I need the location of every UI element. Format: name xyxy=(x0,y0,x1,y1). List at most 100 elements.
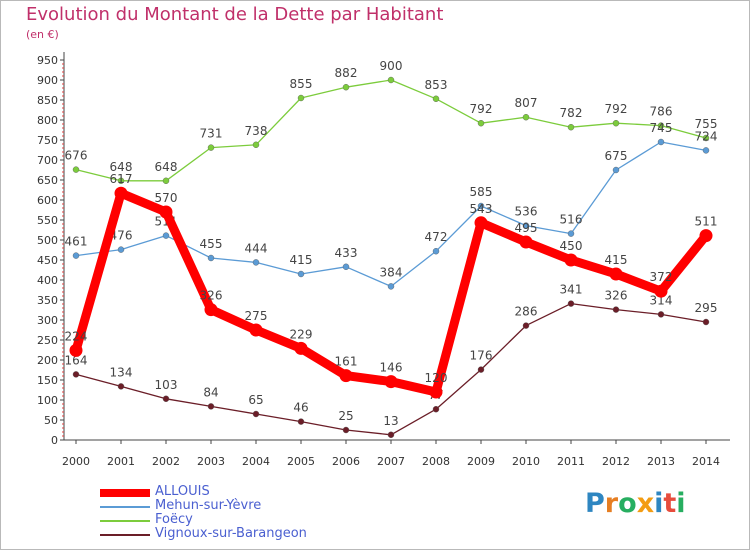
y-tick-label: 900 xyxy=(37,74,58,87)
y-minor-tick xyxy=(62,387,64,389)
legend-item: Foëcy xyxy=(100,512,400,528)
data-label: 372 xyxy=(650,270,673,284)
data-point xyxy=(72,252,80,259)
data-point xyxy=(432,95,440,103)
y-minor-tick xyxy=(62,307,64,309)
logo-letter: o xyxy=(618,488,637,519)
y-minor-tick xyxy=(62,407,64,409)
x-tick-label: 2000 xyxy=(62,455,90,468)
data-label: 286 xyxy=(515,305,538,319)
data-label: 161 xyxy=(335,355,358,369)
y-minor-tick xyxy=(62,151,64,153)
data-point xyxy=(522,113,530,121)
legend-label: Foëcy xyxy=(155,512,193,527)
y-minor-tick xyxy=(62,391,64,393)
y-minor-tick xyxy=(62,163,64,165)
data-point xyxy=(387,283,395,290)
data-label: 853 xyxy=(425,78,448,92)
data-label: 782 xyxy=(560,106,583,120)
y-minor-tick xyxy=(62,271,64,273)
data-label: 415 xyxy=(605,253,628,267)
y-minor-tick xyxy=(62,343,64,345)
y-minor-tick xyxy=(62,283,64,285)
data-label: 229 xyxy=(290,327,313,341)
data-point xyxy=(339,369,353,383)
y-minor-tick xyxy=(62,267,64,269)
y-minor-tick xyxy=(62,75,64,77)
y-minor-tick xyxy=(62,331,64,333)
data-label: 472 xyxy=(425,230,448,244)
data-point xyxy=(612,306,620,313)
data-point xyxy=(699,229,713,243)
y-minor-tick xyxy=(62,87,64,89)
y-minor-tick xyxy=(62,215,64,217)
y-tick-label: 950 xyxy=(37,54,58,67)
logo-letter: r xyxy=(604,488,619,519)
y-minor-tick xyxy=(62,223,64,225)
y-minor-tick xyxy=(62,183,64,185)
y-minor-tick xyxy=(62,375,64,377)
logo-letter: i xyxy=(654,488,664,519)
data-point xyxy=(432,247,440,255)
data-point xyxy=(342,263,350,270)
data-point xyxy=(252,410,260,418)
data-point xyxy=(252,141,260,149)
data-point xyxy=(159,205,173,219)
data-point xyxy=(114,186,128,200)
x-tick-label: 2014 xyxy=(692,455,720,468)
data-label: 384 xyxy=(380,265,403,279)
logo-letter: x xyxy=(636,488,655,519)
y-minor-tick xyxy=(62,187,64,189)
y-minor-tick xyxy=(62,403,64,405)
y-minor-tick xyxy=(62,411,64,413)
y-tick-label: 300 xyxy=(37,314,58,327)
y-minor-tick xyxy=(62,195,64,197)
y-tick-label: 50 xyxy=(44,414,58,427)
data-label: 476 xyxy=(110,229,133,243)
y-minor-tick xyxy=(62,383,64,385)
data-label: 176 xyxy=(470,349,493,363)
y-tick-label: 800 xyxy=(37,114,58,127)
data-point xyxy=(567,230,575,237)
y-minor-tick xyxy=(62,335,64,337)
y-minor-tick xyxy=(62,127,64,129)
data-point xyxy=(612,166,620,174)
y-minor-tick xyxy=(62,323,64,325)
y-tick-label: 600 xyxy=(37,194,58,207)
data-point xyxy=(702,147,710,154)
y-minor-tick xyxy=(62,103,64,105)
y-minor-tick xyxy=(62,303,64,305)
data-label: 433 xyxy=(335,246,358,260)
data-label: 676 xyxy=(65,149,88,163)
y-minor-tick xyxy=(62,83,64,85)
y-minor-tick xyxy=(62,107,64,109)
data-label: 855 xyxy=(290,77,313,91)
y-minor-tick xyxy=(62,71,64,73)
data-point xyxy=(117,177,125,185)
y-minor-tick xyxy=(62,315,64,317)
data-point xyxy=(207,403,215,410)
data-point xyxy=(297,94,305,102)
y-tick-label: 150 xyxy=(37,374,58,387)
data-label: 543 xyxy=(470,202,493,216)
y-minor-tick xyxy=(62,311,64,313)
y-minor-tick xyxy=(62,207,64,209)
proxiti-logo: Proxiti xyxy=(585,488,686,519)
data-point xyxy=(477,202,485,210)
data-point xyxy=(117,246,125,253)
data-label: 224 xyxy=(65,329,88,343)
y-minor-tick xyxy=(62,211,64,213)
data-label: 516 xyxy=(560,213,583,227)
data-point xyxy=(657,122,665,129)
legend-swatch xyxy=(100,534,150,536)
y-minor-tick xyxy=(62,327,64,329)
data-point xyxy=(72,166,80,173)
data-label: 745 xyxy=(650,121,673,135)
y-minor-tick xyxy=(62,367,64,369)
y-minor-tick xyxy=(62,91,64,93)
data-label: 120 xyxy=(425,371,448,385)
data-label: 675 xyxy=(605,149,628,163)
y-minor-tick xyxy=(62,231,64,233)
data-point xyxy=(387,431,395,438)
y-minor-tick xyxy=(62,275,64,277)
